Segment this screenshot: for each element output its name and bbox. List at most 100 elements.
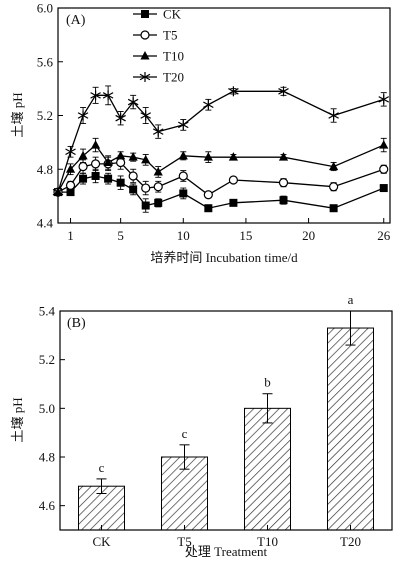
point-ck [104,174,113,183]
point-t5 [178,171,188,181]
plot-frame-b [59,310,393,531]
x-tick-label-ck: CK [92,534,111,549]
point-t10 [116,150,126,160]
x-tick-label-t20: T20 [340,534,361,549]
point-t5 [203,190,213,200]
point-t10 [178,150,188,160]
legend-item-t10: T10 [133,49,184,64]
point-t5 [379,164,389,174]
point-t10 [128,152,138,161]
point-ck [329,204,338,213]
y-tick-label-b: 4.6 [39,498,56,513]
axis-ticks-a: 1 5 10 15 20 264.44.85.25.66.0 [37,1,391,244]
point-ck [204,204,213,213]
point-t20 [127,97,139,108]
point-t5 [141,183,151,193]
chart-b: c c b a 4.6 4.8 5.0 5.2 5.4 CK T5 T10 T20 (B) 土壤 pH… [10,292,393,559]
point-t20 [328,110,339,121]
point-t20 [115,113,126,124]
point-ck [129,185,138,194]
point-t10 [65,164,76,173]
legend-marker-t5 [140,30,150,40]
x-tick-label-a: 1 [67,228,74,243]
point-t20 [90,90,101,101]
point-t5 [228,175,238,185]
point-t20 [278,86,289,97]
point-t5 [329,182,339,192]
point-t20 [65,146,76,157]
point-t10 [153,166,163,176]
plot-frame-a [57,7,391,224]
point-ck [279,196,288,205]
y-tick-label-a: 5.6 [37,54,54,69]
x-tick-label-a: 15 [239,228,252,243]
error-bar-t20 [345,310,356,346]
x-tick-label-t5: T5 [177,534,191,549]
point-ck [179,189,188,198]
point-t20 [140,110,151,121]
y-tick-label-a: 6.0 [37,1,53,16]
legend-item-t20: T20 [133,70,184,85]
point-t10 [103,157,113,167]
significance-label-ck: c [99,460,105,475]
x-tick-label-a: 20 [302,228,315,243]
point-t20 [152,126,164,137]
legend-item-ck: CK [133,7,182,22]
point-t5 [65,180,76,190]
error-bar-t10 [262,393,273,424]
bar-t10 [244,407,291,531]
legend-label-t10: T10 [163,49,184,64]
y-tick-label-b: 5.4 [39,304,56,319]
x-axis-label-b: 处理 Treatment [185,544,268,559]
point-t10 [379,140,389,149]
point-t10 [329,161,339,171]
point-t10 [90,140,101,149]
x-tick-label-a: 10 [177,228,190,243]
point-t5 [78,161,88,172]
point-ck [154,198,163,207]
point-t10 [228,152,238,161]
point-t20 [203,99,214,110]
legend-label-ck: CK [163,7,182,22]
panel-label-a: (A) [66,13,86,28]
legend-marker-t20 [139,72,151,82]
legend-item-t5: T5 [133,28,177,43]
error-bars-a [55,85,387,213]
significance-label-t5: c [182,426,188,441]
point-ck [229,198,238,207]
point-ck [91,171,100,180]
point-t20 [378,94,390,105]
y-axis-label-b: 土壤 pH [10,397,25,442]
legend-label-t5: T5 [163,28,177,43]
bars-b: c c b a [78,292,374,531]
point-t20 [77,110,89,121]
error-bar-ck [96,478,107,494]
point-t5 [278,178,289,188]
point-ck [116,178,125,187]
y-tick-label-a: 4.8 [37,162,53,177]
point-ck [141,201,150,210]
x-tick-label-a: 5 [117,228,124,243]
legend-marker-ck [141,10,149,18]
point-t10 [203,152,213,161]
y-tick-label-b: 5.2 [39,352,55,367]
axis-ticks-b: 4.6 4.8 5.0 5.2 5.4 CK T5 T10 T20 [39,304,361,550]
point-ck [66,188,75,197]
series-markers-a [52,86,390,213]
legend-marker-t10 [140,51,150,60]
point-t20 [228,86,239,97]
point-t20 [102,90,114,101]
point-ck [79,174,88,183]
x-tick-label-t10: T10 [257,534,278,549]
panel-label-b: (B) [67,316,86,331]
significance-label-t20: a [348,292,354,307]
point-t10 [141,154,151,164]
y-tick-label-a: 5.2 [37,108,53,123]
x-axis-label-a: 培养时间 Incubation time/d [150,250,298,265]
error-bar-t5 [179,444,190,470]
legend-a: CK T5 T10 T20 [133,7,184,85]
y-tick-label-b: 4.8 [39,450,55,465]
point-t5 [90,159,101,169]
